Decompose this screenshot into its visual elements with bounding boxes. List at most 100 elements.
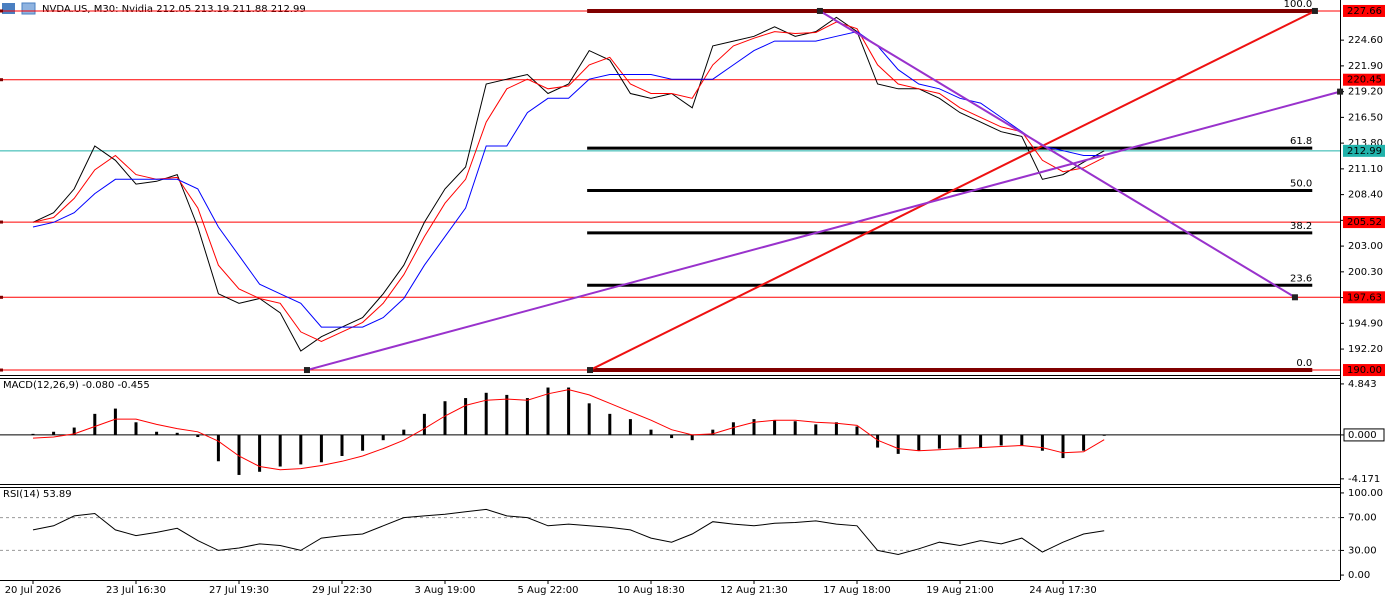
histogram-bar — [1061, 434, 1065, 459]
level-label: 190.00 — [1347, 365, 1382, 376]
histogram-bar — [299, 434, 303, 465]
histogram-bar — [628, 419, 632, 435]
last-price-box — [1343, 144, 1385, 157]
histogram-bar — [93, 413, 97, 435]
histogram-bar — [361, 434, 365, 451]
histogram-bar — [31, 433, 35, 435]
histogram-bar — [381, 434, 385, 441]
level-marker — [0, 78, 3, 82]
histogram-bar — [670, 434, 674, 439]
trendline-anchor — [1337, 88, 1344, 95]
level-label: 197.63 — [1347, 292, 1382, 303]
level-box — [1343, 4, 1385, 17]
histogram-bar — [278, 434, 282, 467]
y-tick-label: -4.171 — [1348, 474, 1380, 485]
level-box — [1343, 291, 1385, 304]
trendline — [819, 10, 1296, 299]
histogram-bar — [422, 413, 426, 435]
x-tick-label: 27 Jul 19:30 — [209, 585, 269, 596]
y-tick-label: 224.60 — [1348, 35, 1383, 46]
histogram-bar — [113, 408, 117, 435]
fib-label: 100.0 — [1284, 0, 1313, 10]
trendline-anchor — [1311, 7, 1318, 14]
fib-label: 0.0 — [1296, 358, 1312, 369]
level-box — [1343, 364, 1385, 377]
fib-label: 61.8 — [1290, 136, 1312, 147]
data-line — [32, 16, 1105, 352]
last-price-label: 212.99 — [1347, 146, 1382, 157]
histogram-bar — [134, 422, 138, 435]
x-tick-label: 29 Jul 22:30 — [312, 585, 372, 596]
y-tick-label: 30.00 — [1348, 545, 1377, 556]
toolbar-icons — [2, 2, 36, 15]
level-label: 220.45 — [1347, 75, 1382, 86]
histogram-bar — [237, 434, 241, 475]
chart-title: NVDA.US, M30: Nvidia 212.05 213.19 211.8… — [42, 4, 306, 15]
x-tick-label: 17 Aug 18:00 — [823, 585, 890, 596]
histogram-bar — [1040, 434, 1044, 451]
y-tick-label: 216.50 — [1348, 112, 1383, 123]
panel-title: MACD(12,26,9) -0.080 -0.455 — [3, 380, 150, 391]
histogram-bar — [525, 398, 529, 435]
y-tick-label: 194.90 — [1348, 318, 1383, 329]
histogram-bar — [937, 434, 941, 449]
panel-title: RSI(14) 53.89 — [3, 489, 72, 500]
value-box — [1343, 428, 1385, 442]
histogram-bar — [608, 413, 612, 435]
fib-label: 38.2 — [1290, 221, 1312, 232]
histogram-bar — [546, 387, 550, 435]
histogram-bar — [464, 398, 468, 435]
data-line — [32, 389, 1105, 471]
x-tick-label: 19 Aug 21:00 — [926, 585, 993, 596]
icon — [21, 2, 36, 15]
y-tick-label: 100.00 — [1348, 488, 1383, 499]
histogram-bar — [443, 401, 447, 435]
y-tick-label: 70.00 — [1348, 513, 1377, 524]
fib-label: 50.0 — [1290, 179, 1312, 190]
fib-label: 23.6 — [1290, 273, 1312, 284]
histogram-bar — [711, 429, 715, 435]
level-box — [1343, 216, 1385, 229]
histogram-bar — [505, 394, 509, 435]
y-tick-label: 213.80 — [1348, 138, 1383, 149]
histogram-bar — [731, 422, 735, 435]
x-tick-label: 23 Jul 16:30 — [106, 585, 166, 596]
histogram-bar — [690, 434, 694, 441]
trendline-anchor — [816, 7, 823, 14]
histogram-bar — [834, 422, 838, 435]
panel-borders — [0, 0, 1341, 581]
y-tick-label: 221.90 — [1348, 61, 1383, 72]
histogram-bar — [258, 434, 262, 472]
histogram-bar — [793, 421, 797, 435]
histogram-bar — [649, 429, 653, 435]
histogram-bar — [72, 427, 76, 435]
histogram-bar — [175, 432, 179, 435]
histogram-bar — [216, 434, 220, 462]
histogram-bar — [319, 434, 323, 463]
y-tick-label: 219.20 — [1348, 87, 1383, 98]
value-box-label: 0.000 — [1348, 430, 1377, 441]
level-marker — [0, 220, 3, 224]
histogram-bar — [484, 392, 488, 435]
histogram-bar — [917, 434, 921, 451]
y-tick-label: 211.10 — [1348, 164, 1383, 175]
y-tick-label: 203.00 — [1348, 241, 1383, 252]
level-marker — [0, 295, 3, 299]
histogram-bar — [855, 426, 859, 435]
trendline — [589, 10, 1316, 371]
y-tick-label: 200.30 — [1348, 267, 1383, 278]
x-tick-label: 10 Aug 18:30 — [617, 585, 684, 596]
histogram-bar — [567, 387, 571, 435]
y-tick-label: 4.843 — [1348, 379, 1377, 390]
histogram-bar — [752, 419, 756, 435]
trendline — [306, 90, 1341, 372]
x-tick-label: 24 Aug 17:30 — [1029, 585, 1096, 596]
histogram-bar — [1020, 434, 1024, 446]
histogram-bar — [979, 434, 983, 448]
level-marker — [0, 368, 3, 372]
histogram-bar — [876, 434, 880, 448]
histogram-bar — [52, 431, 56, 435]
data-line — [32, 31, 1105, 328]
